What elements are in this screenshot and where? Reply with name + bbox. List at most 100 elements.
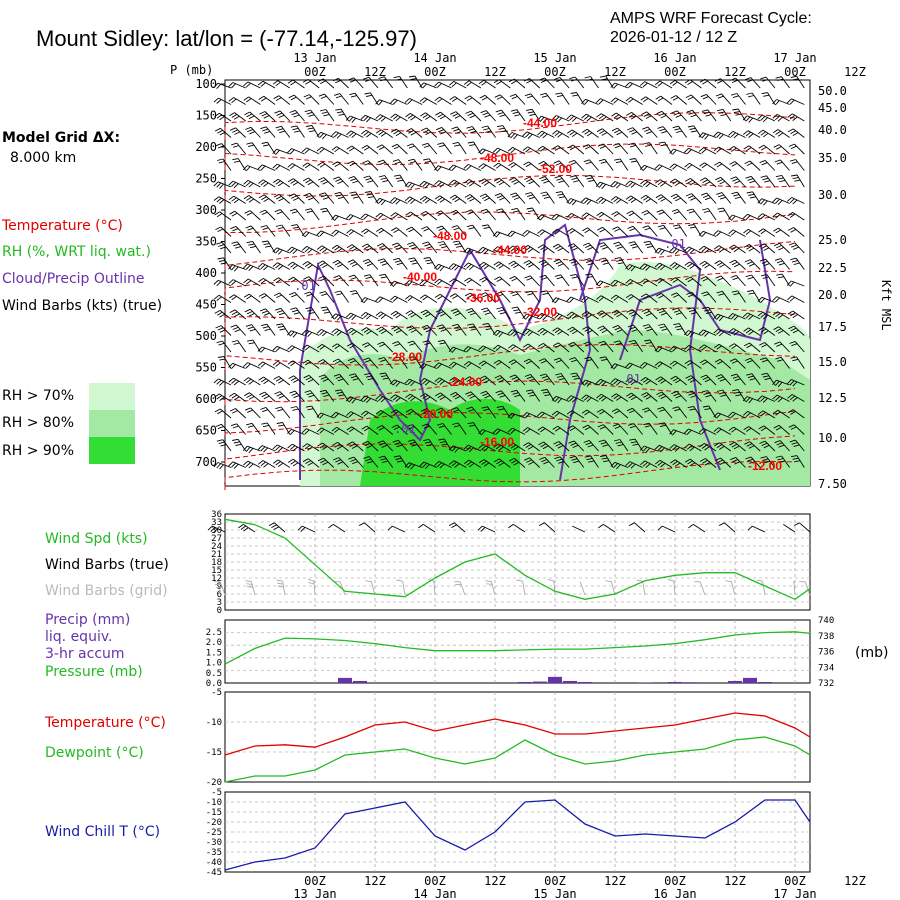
wind-barb-feather [423, 228, 430, 232]
wind-barb-feather [613, 83, 618, 89]
wind-barb-feather [760, 116, 766, 121]
wind-barb-feather [245, 181, 251, 187]
wind-barb [600, 196, 614, 204]
wind-barb-feather [522, 230, 528, 235]
wind-barb-feather [231, 364, 236, 370]
wind-barb [614, 82, 629, 89]
wind-barb [280, 406, 291, 419]
wind-barb-feather [732, 459, 739, 463]
surface-wind-barb-feather [387, 525, 393, 531]
wind-barb-feather [216, 241, 223, 245]
wind-barb-feather [777, 330, 784, 334]
wind-barb [236, 423, 247, 435]
wind-barb-feather [702, 361, 708, 366]
wind-barb [526, 412, 540, 419]
wind-barb-feather [702, 376, 709, 381]
wind-barb-feather [601, 329, 608, 334]
wind-barb-feather [273, 95, 280, 100]
wind-barb-feather [419, 378, 425, 383]
wind-barb-feather [525, 163, 532, 168]
wind-barb-feather [540, 246, 546, 251]
wind-barb-feather [644, 326, 651, 330]
surface-wind-barb [274, 522, 286, 533]
wind-barb-feather [348, 116, 354, 122]
wind-barb-feather [378, 427, 385, 431]
wind-barb-feather [244, 308, 251, 313]
wind-barb [511, 412, 526, 419]
wind-barb [455, 111, 467, 122]
wind-barb [369, 175, 379, 188]
wind-barb-feather [216, 281, 222, 287]
wind-barb-feather [316, 131, 322, 137]
wind-barb [732, 214, 746, 221]
wind-barb-feather [732, 79, 738, 84]
wind-barb-feather [303, 276, 310, 280]
wind-barb-feather [260, 323, 268, 327]
wind-barb-feather [260, 378, 267, 383]
wind-barb-feather [714, 161, 720, 166]
wind-barb [527, 328, 540, 336]
wind-barb-feather [640, 293, 647, 298]
pressure-tick-label: 450 [195, 298, 217, 312]
surface-wind-barb-feather [213, 528, 219, 534]
wind-barb [718, 328, 732, 336]
wind-barb-feather [454, 265, 460, 271]
wind-barb-feather [290, 460, 296, 465]
wind-barb [776, 296, 790, 303]
wind-barb [438, 263, 452, 270]
wind-barb-feather [455, 131, 462, 134]
wind-barb [572, 326, 585, 336]
wind-barb [277, 459, 291, 468]
wind-barb [409, 280, 423, 287]
wind-barb-feather [334, 443, 341, 448]
wind-barb-feather [334, 261, 341, 266]
wind-barb-feather [758, 425, 765, 430]
wind-barb-feather [395, 359, 402, 362]
wind-barb-feather [333, 215, 339, 221]
wind-barb-feather [483, 265, 489, 270]
wind-barb [294, 390, 305, 402]
wind-barb-feather [347, 357, 354, 362]
surface-wind-barb-feather [210, 527, 216, 532]
wind-barb [761, 198, 776, 204]
wind-barb-feather [792, 116, 798, 121]
wind-barb-feather [615, 183, 621, 189]
wind-barb [766, 175, 776, 188]
wind-barb-feather [261, 422, 268, 425]
wind-barb-feather [616, 259, 623, 262]
wind-barb-feather [345, 396, 351, 402]
wind-barb-feather [689, 249, 695, 254]
wind-barb-feather [600, 455, 607, 457]
wind-barb-feather [526, 108, 533, 111]
wind-barb-feather [674, 249, 680, 255]
wind-barb-feather [644, 227, 651, 231]
wind-barb-feather [599, 75, 606, 78]
wind-barb-feather [272, 148, 277, 154]
wind-barb [793, 128, 805, 138]
wind-barb-feather [377, 159, 384, 163]
wind-barb-feather [672, 460, 678, 466]
wind-barb-feather [422, 241, 429, 245]
wind-barb-feather [616, 313, 622, 318]
wind-barb-feather [493, 177, 500, 182]
wind-barb-feather [566, 114, 572, 120]
wind-barb-feather [699, 443, 705, 448]
wind-barb-feather [586, 132, 593, 137]
wind-barb-feather [410, 116, 416, 121]
wind-barb-feather [233, 342, 240, 345]
wind-barb [379, 99, 393, 105]
wind-barb-feather [435, 309, 442, 313]
wind-barb [720, 176, 732, 188]
wind-barb-feather [629, 158, 636, 160]
wind-barb [646, 392, 658, 402]
wind-barb-feather [731, 290, 738, 293]
wind-barb [763, 228, 776, 237]
wind-barb [409, 97, 423, 105]
wind-barb-feather [551, 312, 557, 317]
wind-barb-feather [361, 129, 367, 135]
wind-barb [339, 374, 349, 386]
wind-barb-feather [584, 76, 591, 79]
wind-barb-feather [586, 457, 593, 461]
wind-barb-feather [481, 377, 488, 382]
wind-barb-feather [745, 397, 751, 403]
